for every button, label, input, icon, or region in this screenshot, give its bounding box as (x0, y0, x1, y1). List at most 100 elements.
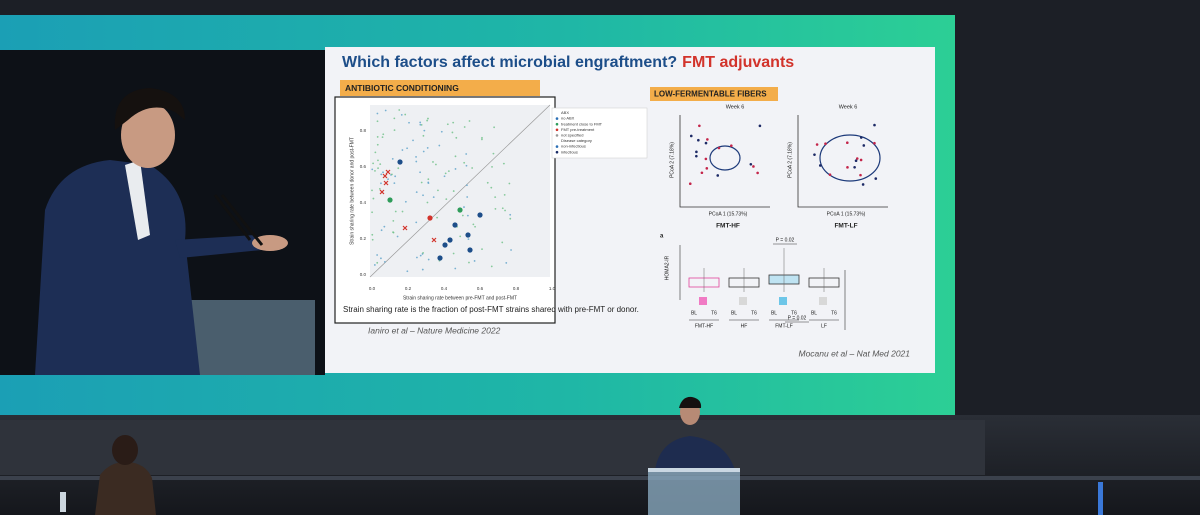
legend-dot (555, 122, 559, 126)
legend-text: no ABX (561, 116, 575, 121)
scatter-point (416, 256, 418, 259)
scatter-cross (431, 237, 437, 243)
scatter-point (404, 200, 407, 203)
scatter-point (481, 138, 483, 141)
pcoa-week: Week 6 (839, 104, 858, 110)
scatter-point (415, 160, 418, 163)
scatter-point (427, 182, 430, 185)
scatter-point (432, 161, 434, 163)
scatter-point (374, 169, 376, 172)
scatter-cross (385, 169, 391, 175)
scatter-point (474, 225, 476, 228)
group-label: FMT-LF (775, 323, 793, 329)
scatter-point (490, 186, 493, 189)
change-bar (739, 297, 747, 305)
scatter-point (503, 193, 506, 196)
pcoa-point (874, 177, 878, 180)
scatter-point (378, 187, 381, 190)
scatter-point (471, 167, 474, 169)
pcoa-point (853, 165, 856, 169)
pcoa-point (859, 136, 863, 139)
pcoa-point (873, 123, 876, 127)
bottle (60, 492, 66, 512)
scatter-point (509, 213, 512, 216)
scatter-point (371, 233, 374, 236)
pcoa-point (758, 124, 762, 128)
scatter-point (468, 261, 470, 264)
x-tick-label: 0.2 (405, 286, 412, 291)
scatter-point (406, 270, 409, 273)
scatter-highlight (457, 207, 463, 213)
y-axis-label: Strain sharing rate between donor and po… (349, 137, 355, 245)
time-label: BL (811, 310, 817, 316)
scatter-point (426, 201, 429, 204)
scatter-highlight (387, 197, 393, 203)
scatter-point (376, 254, 379, 256)
scatter-highlight (397, 159, 403, 165)
scatter-point (412, 139, 414, 142)
scatter-point (422, 150, 425, 153)
scatter-point (419, 121, 422, 124)
scatter-highlight (447, 237, 453, 243)
scatter-point (493, 126, 496, 129)
scatter-point (415, 156, 417, 158)
scatter-point (387, 178, 389, 181)
legend-text: Disease category (561, 138, 592, 143)
box-plots: BL T6 FMT-HF BL T6 HF BL T6 FMT-LF BL T6 LF P = 0.02… (688, 237, 840, 329)
scatter-point (391, 157, 394, 160)
scatter-point (461, 214, 464, 217)
scatter-highlight (467, 247, 473, 253)
scatter-cross (382, 173, 388, 179)
slide-title: Which factors affect microbial engraftme… (342, 54, 794, 71)
citation: Mocanu et al – Nat Med 2021 (798, 348, 910, 358)
scatter-point (505, 262, 508, 264)
scatter-point (376, 112, 379, 115)
scatter-point (373, 264, 376, 266)
x-tick-label: 0.0 (369, 286, 376, 291)
scatter-point (472, 223, 475, 226)
pcoa-point (752, 165, 755, 168)
pcoa-point (846, 166, 849, 169)
pcoa-point (688, 182, 692, 186)
legend-text: non-infectious (561, 144, 586, 149)
speaker-arm (175, 235, 262, 258)
legend-dot (555, 117, 559, 120)
scatter-decor (371, 109, 512, 273)
caption: Strain sharing rate is the fraction of p… (343, 305, 639, 314)
stage-people (60, 396, 740, 515)
x-axis-label: Strain sharing rate between pre-FMT and … (403, 295, 517, 301)
stage-speaker-hair (679, 396, 702, 408)
pcoa-point (862, 144, 866, 147)
scatter-point (374, 151, 377, 154)
scatter-point (463, 161, 466, 164)
scatter-point (466, 184, 468, 187)
scatter-point (382, 171, 384, 174)
seated-person-head (112, 435, 138, 465)
scatter-point (510, 249, 512, 251)
time-label: T6 (751, 310, 757, 316)
stage-speaker (655, 436, 735, 470)
scatter-point (481, 248, 483, 251)
scatter-point (393, 182, 396, 185)
legend-box (551, 107, 648, 159)
scatter-point (463, 206, 465, 208)
pcoa-name: FMT-HF (716, 223, 740, 230)
podium-top (648, 468, 740, 472)
pcoa-y-label: PCoA 2 (7.18%) (669, 142, 675, 178)
scatter-point (383, 260, 386, 263)
scatter-point (508, 182, 511, 185)
pcoa-week: Week 6 (726, 104, 745, 110)
scatter-point (391, 173, 393, 176)
time-label: T6 (831, 310, 837, 316)
scatter-point (459, 235, 462, 238)
scatter-point (491, 165, 493, 168)
seated-person (95, 462, 156, 515)
pcoa-x-label: PCoA 1 (15.73%) (827, 211, 866, 217)
scatter-point (509, 217, 512, 220)
scatter-point (377, 167, 379, 170)
scatter-cross (402, 225, 408, 231)
group-label: FMT-HF (695, 323, 713, 329)
scatter-point (383, 225, 386, 228)
scatter-point (463, 126, 466, 128)
scatter-point (494, 207, 497, 210)
